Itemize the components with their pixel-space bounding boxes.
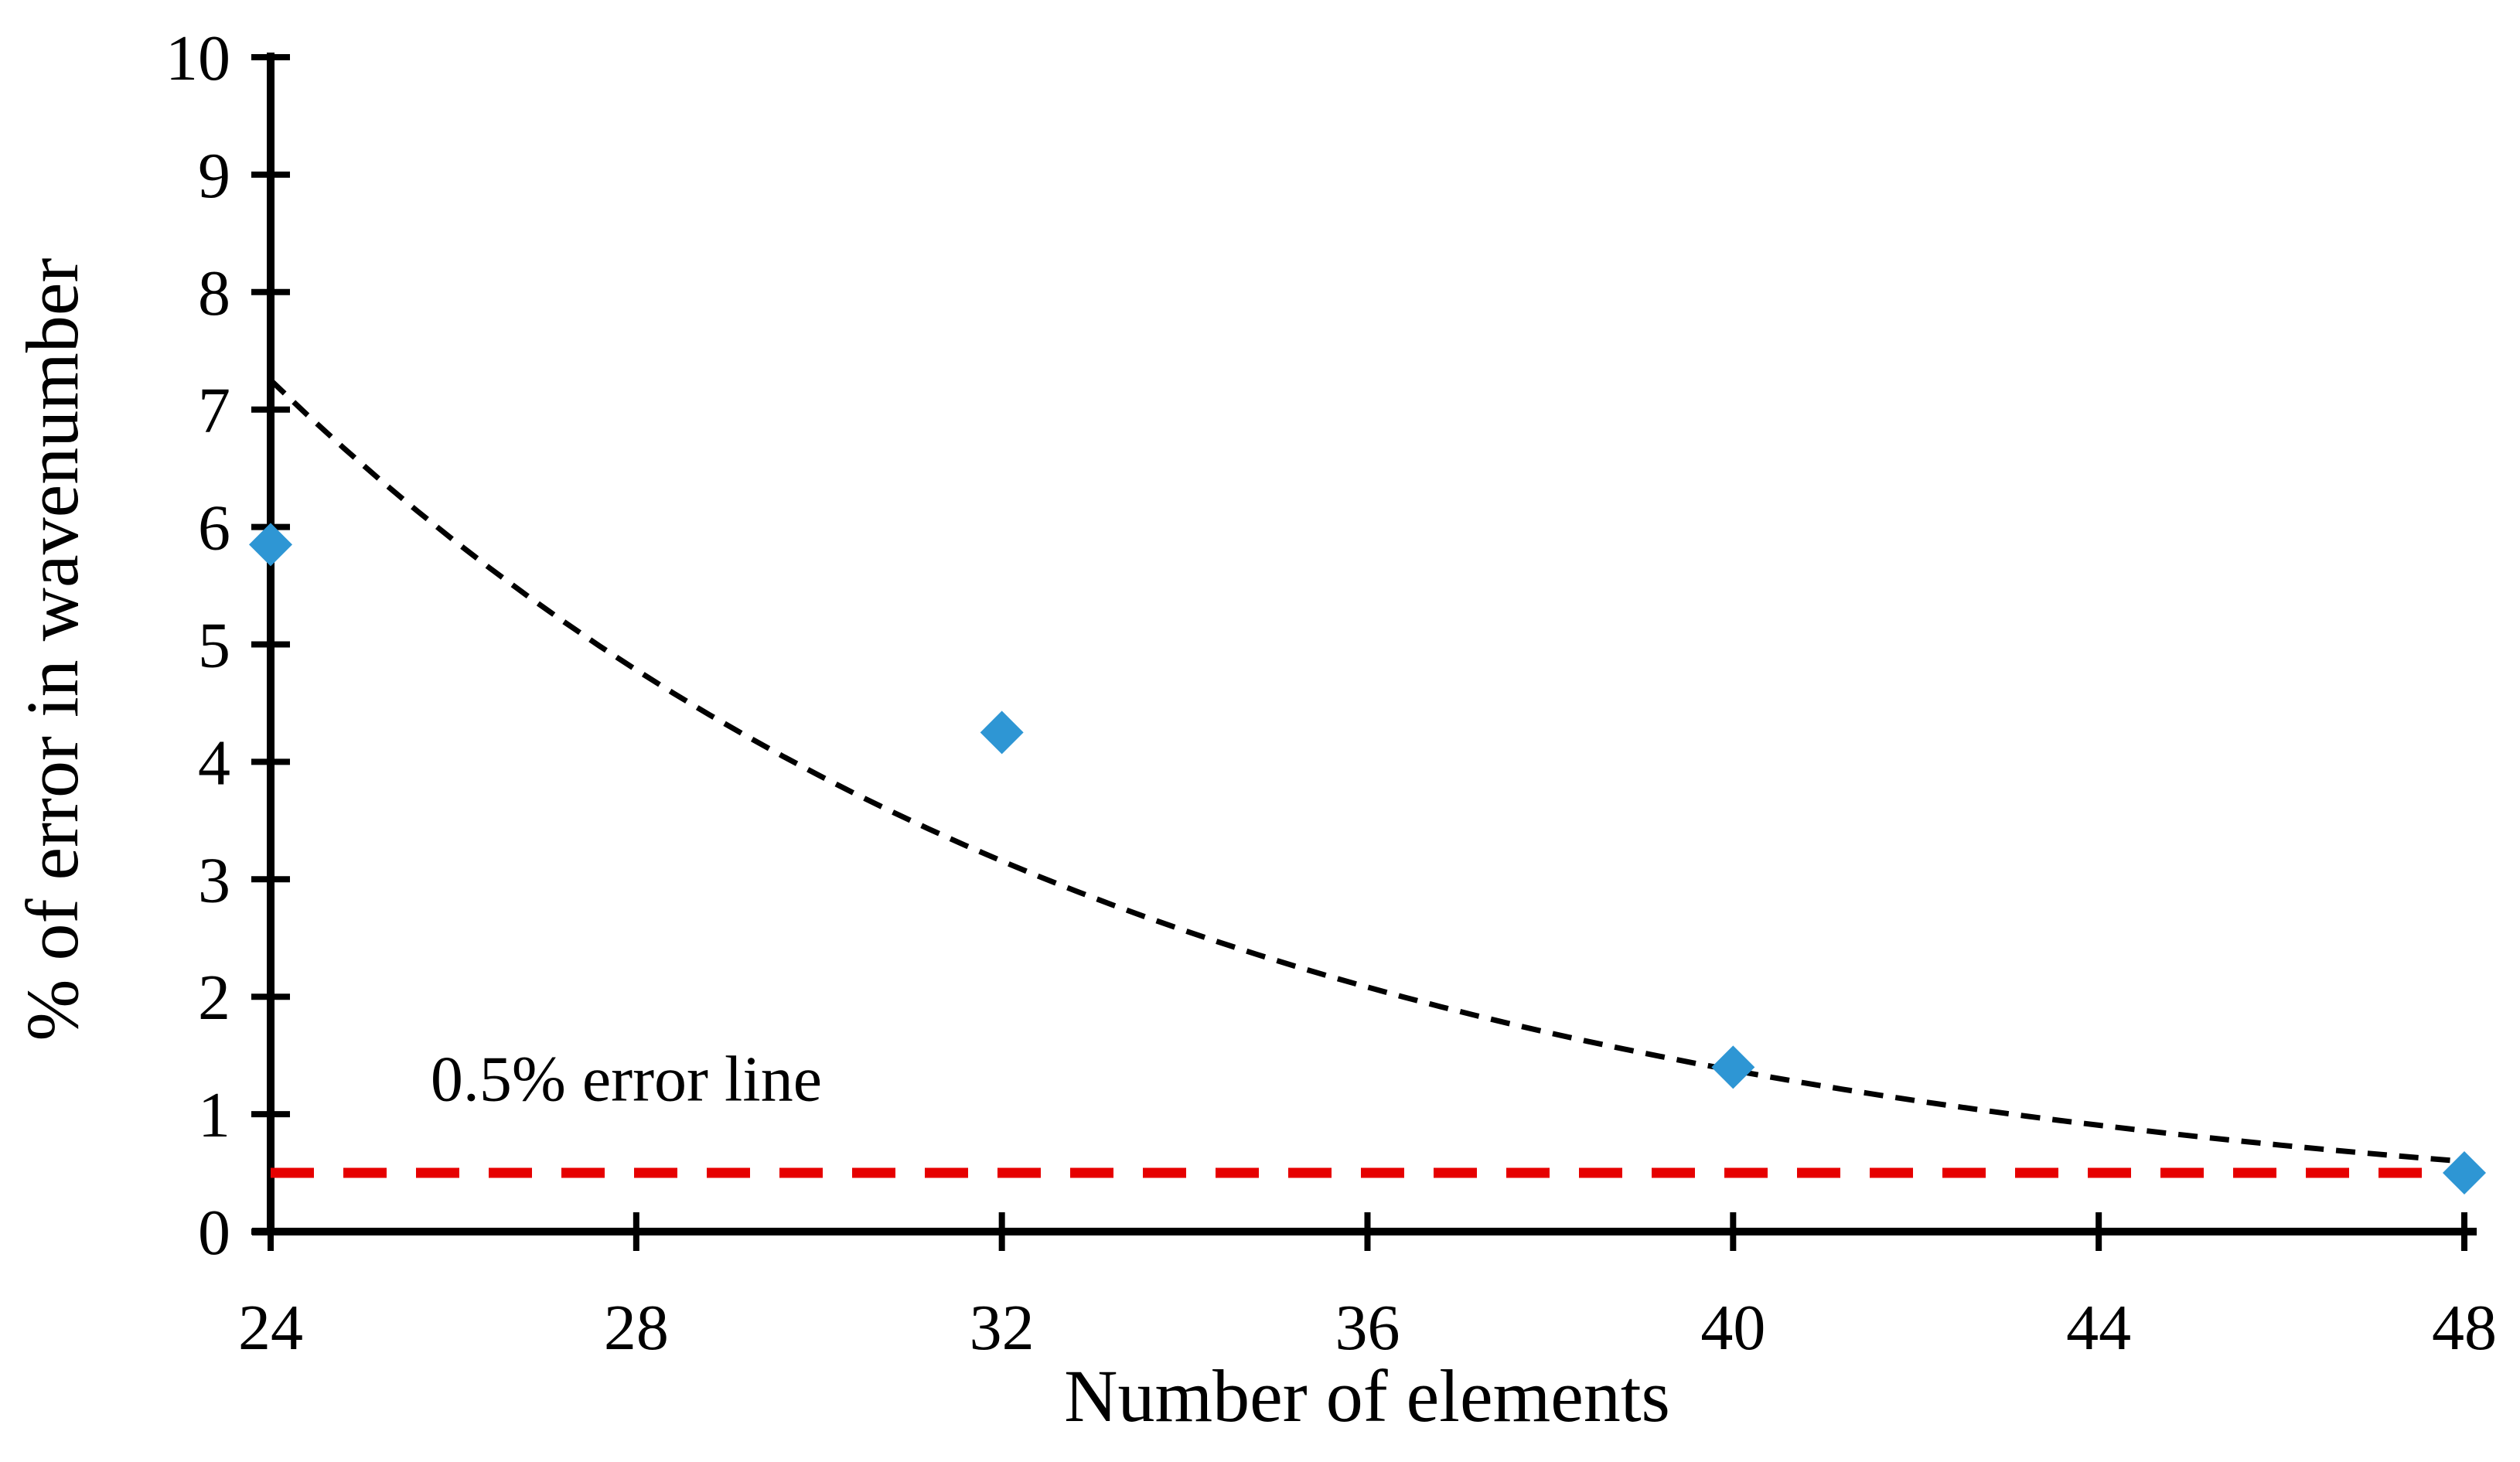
y-tick-label: 6 (198, 492, 230, 564)
data-point-diamond (1711, 1045, 1755, 1089)
ticks-group: 24 28 32 36 40 44 48 0 1 2 3 4 5 6 7 8 9 10 (165, 22, 2497, 1364)
y-tick-label: 0 (198, 1197, 230, 1269)
x-tick-label: 24 (238, 1292, 303, 1364)
x-tick-label: 48 (2432, 1292, 2497, 1364)
trend-curve-group (268, 378, 2465, 1164)
y-tick-label: 1 (198, 1079, 230, 1151)
threshold-annotation: 0.5% error line (431, 1044, 822, 1116)
y-tick-label: 4 (198, 727, 230, 799)
x-tick-label: 40 (1700, 1292, 1765, 1364)
x-tick-label: 36 (1335, 1292, 1400, 1364)
y-tick-label: 10 (165, 22, 230, 94)
data-points-group (249, 523, 2486, 1195)
x-tick-label: 32 (970, 1292, 1035, 1364)
y-tick-label: 3 (198, 844, 230, 916)
x-tick-label: 44 (2066, 1292, 2131, 1364)
y-axis-title: % of error in wavenumber (11, 258, 94, 1041)
trend-dashed-curve (268, 378, 2465, 1164)
data-point-diamond (980, 711, 1024, 755)
y-tick-label: 2 (198, 962, 230, 1034)
data-point-diamond (249, 523, 292, 567)
y-tick-label: 5 (198, 610, 230, 682)
y-tick-label: 7 (198, 375, 230, 447)
y-tick-label: 8 (198, 257, 230, 329)
x-tick-label: 28 (604, 1292, 669, 1364)
y-tick-label: 9 (198, 140, 230, 212)
data-point-diamond (2443, 1151, 2486, 1195)
x-axis-title: Number of elements (1064, 1355, 1670, 1437)
